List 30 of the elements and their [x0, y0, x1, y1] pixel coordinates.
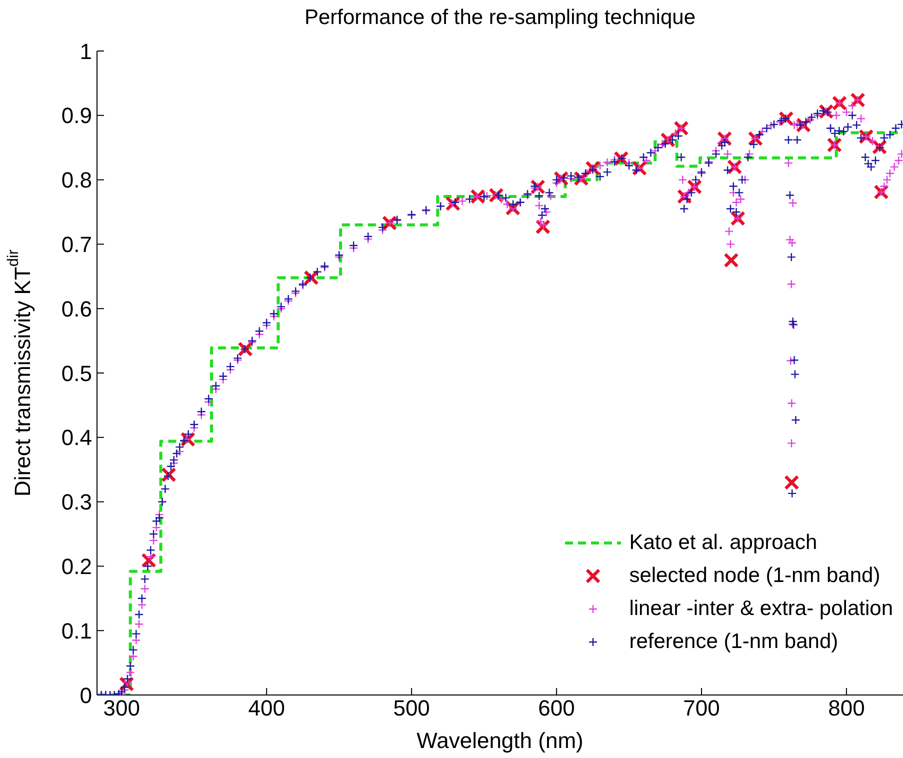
- x-tick-label: 300: [103, 696, 140, 721]
- point: [730, 210, 746, 226]
- y-tick-label: 0.2: [61, 554, 92, 580]
- legend-label: Kato et al. approach: [629, 530, 818, 556]
- legend-label: reference (1-nm band): [629, 629, 838, 655]
- chart-title: Performance of the re-sampling technique: [303, 6, 697, 30]
- legend-label: selected node (1-nm band): [629, 563, 880, 589]
- x-axis-title: Wavelength (nm): [416, 728, 584, 753]
- x-tick-label: 400: [248, 696, 285, 721]
- y-tick-label: 1: [80, 38, 92, 64]
- x-tick-label: 500: [393, 696, 430, 721]
- y-tick-label: 0.3: [61, 490, 92, 515]
- point: [826, 137, 842, 153]
- x-tick-label: 700: [683, 696, 720, 721]
- point: [832, 96, 848, 111]
- y-tick-label: 0.4: [61, 425, 92, 450]
- y-tick-label: 0.6: [61, 296, 92, 322]
- y-tick-label: 0: [80, 682, 92, 708]
- point: [724, 252, 739, 268]
- x-tick-label: 600: [538, 696, 575, 721]
- point: [238, 342, 253, 357]
- y-tick-label: 0.8: [61, 168, 92, 193]
- legend-label: linear -inter & extra- polation: [629, 596, 893, 622]
- y-tick-label: 0.7: [61, 232, 92, 258]
- point: [784, 474, 800, 490]
- point: [726, 159, 742, 175]
- y-tick-label: 0.1: [61, 618, 92, 644]
- y-tick-label: 0.5: [61, 360, 92, 386]
- y-tick-label: 0.9: [61, 103, 92, 128]
- x-tick-label: 800: [828, 696, 865, 721]
